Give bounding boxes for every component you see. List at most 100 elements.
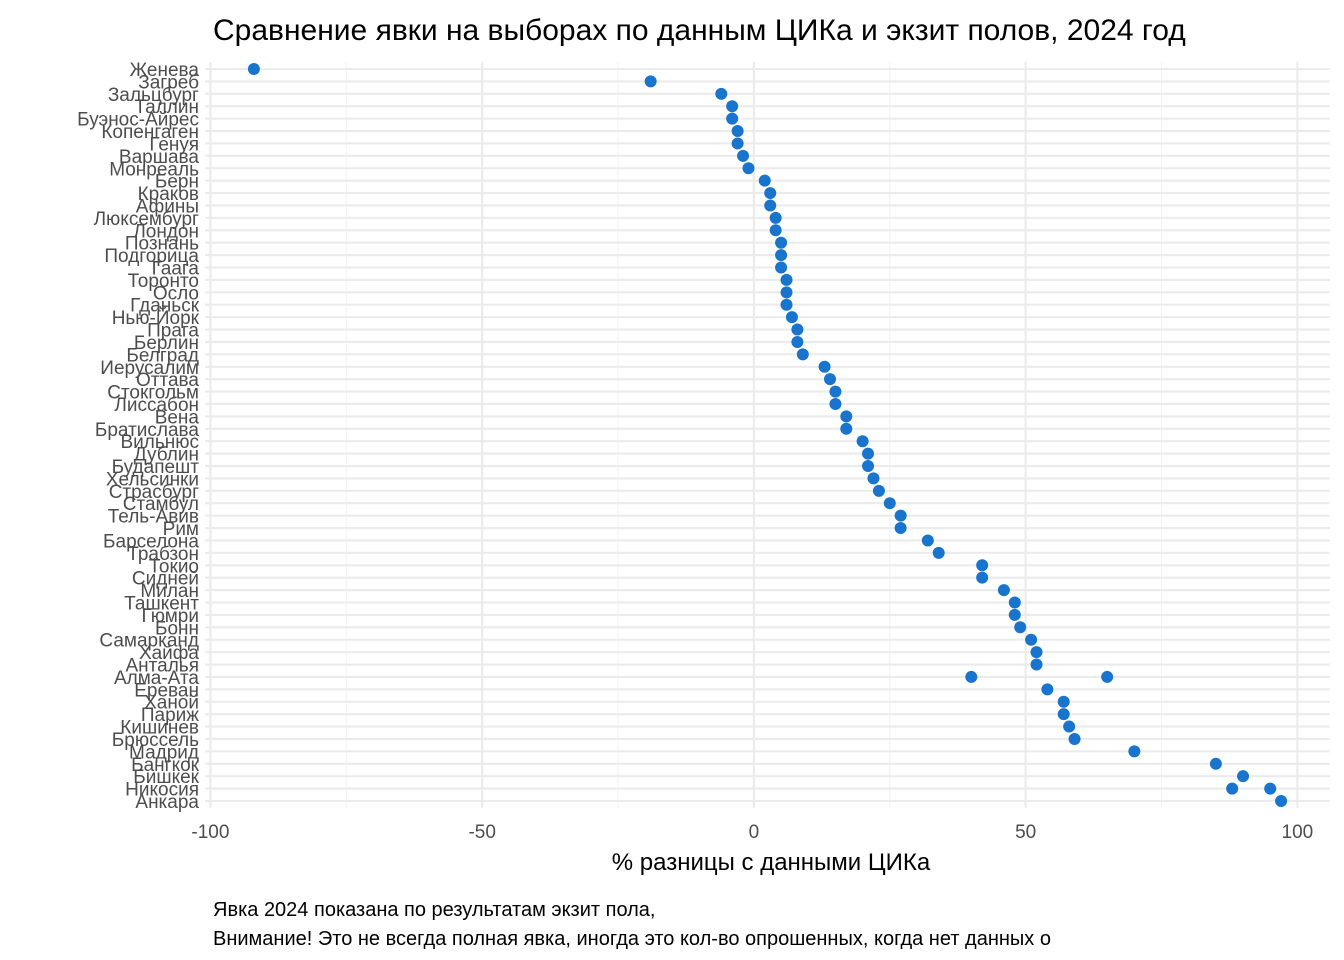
data-point bbox=[1226, 782, 1239, 795]
y-tick-label: Люксембург bbox=[94, 209, 199, 230]
y-tick-label: Самарканд bbox=[99, 631, 199, 652]
y-tick-label: Париж bbox=[141, 705, 199, 726]
data-point bbox=[780, 298, 793, 311]
caption-line-1: Явка 2024 показана по результатам экзит … bbox=[213, 899, 655, 921]
y-tick-label: Гаага bbox=[152, 259, 200, 280]
y-tick-label: Генуя bbox=[149, 134, 199, 155]
y-tick-label: Бонн bbox=[155, 618, 199, 639]
data-point bbox=[769, 224, 782, 237]
data-point bbox=[796, 348, 809, 361]
y-tick-label: Нью-Йорк bbox=[112, 307, 200, 329]
y-tick-label: Трабзон bbox=[127, 544, 199, 565]
x-tick-label: 50 bbox=[1015, 822, 1036, 843]
y-tick-label: Загреб bbox=[138, 72, 199, 93]
data-point bbox=[715, 87, 728, 100]
y-tick-label: Хайфа bbox=[139, 643, 199, 664]
data-point bbox=[247, 63, 260, 75]
y-tick-label: Вена bbox=[155, 407, 200, 428]
y-tick-label: Зальцбург bbox=[108, 85, 199, 106]
data-point bbox=[1063, 720, 1076, 733]
y-tick-label: Таллин bbox=[134, 97, 199, 118]
y-tick-label: Буэнос-Айрес bbox=[77, 110, 199, 131]
y-tick-label: Мадрид bbox=[129, 742, 199, 763]
y-tick-label: Осло bbox=[153, 283, 199, 304]
y-tick-label: Бишкек bbox=[133, 767, 199, 788]
y-tick-label: Оттава bbox=[136, 370, 199, 391]
x-tick-label: 100 bbox=[1282, 822, 1314, 843]
data-point bbox=[780, 286, 793, 299]
x-tick-label: 0 bbox=[749, 822, 760, 843]
x-tick-label: -50 bbox=[468, 822, 495, 843]
y-tick-label: Брюссель bbox=[112, 730, 199, 751]
data-point bbox=[742, 162, 755, 175]
y-tick-label: Дублин bbox=[134, 445, 199, 466]
data-point bbox=[1014, 621, 1027, 634]
y-tick-label: Анкара bbox=[135, 792, 199, 813]
data-point bbox=[965, 670, 978, 683]
data-point bbox=[976, 559, 989, 572]
y-tick-label: Варшава bbox=[119, 147, 199, 168]
data-point bbox=[775, 261, 788, 274]
y-tick-label: Гданьск bbox=[130, 296, 200, 317]
data-point bbox=[1264, 782, 1277, 795]
data-point bbox=[862, 447, 875, 460]
y-tick-label: Лиссабон bbox=[114, 395, 199, 416]
y-tick-label: Ташкент bbox=[124, 593, 199, 614]
data-point bbox=[791, 335, 804, 348]
y-tick-label: Сидней bbox=[132, 569, 199, 590]
x-tick-labels: -100 -50 0 50 100 bbox=[191, 822, 1313, 843]
data-point bbox=[894, 522, 907, 535]
data-point bbox=[818, 360, 831, 373]
y-tick-label: Ханой bbox=[144, 693, 199, 714]
y-tick-label: Копенгаген bbox=[101, 122, 199, 143]
data-point bbox=[1209, 757, 1222, 770]
y-tick-label: Братислава bbox=[95, 420, 200, 441]
y-tick-label: Афины bbox=[136, 196, 199, 217]
data-point bbox=[1008, 608, 1021, 621]
data-point bbox=[764, 187, 777, 200]
data-point bbox=[840, 410, 853, 423]
y-tick-label: Ереван bbox=[134, 680, 199, 701]
data-point bbox=[1041, 683, 1054, 696]
data-point bbox=[731, 125, 744, 138]
y-tick-label: Познань bbox=[125, 234, 199, 255]
y-tick-label: Барселона bbox=[103, 531, 199, 552]
y-tick-label: Анталья bbox=[126, 656, 200, 677]
y-tick-label: Лондон bbox=[133, 221, 199, 242]
data-points bbox=[247, 63, 1288, 807]
y-tick-label: Бангкок bbox=[131, 755, 200, 776]
data-point bbox=[872, 484, 885, 497]
y-tick-label: Никосия bbox=[125, 780, 199, 801]
data-point bbox=[785, 311, 798, 324]
data-point bbox=[894, 509, 907, 522]
y-tick-label: Берлин bbox=[134, 333, 199, 354]
data-point bbox=[921, 534, 934, 547]
data-point bbox=[867, 472, 880, 485]
data-point bbox=[1057, 708, 1070, 721]
data-point bbox=[780, 273, 793, 286]
data-point bbox=[856, 435, 869, 448]
data-point bbox=[737, 149, 750, 162]
y-tick-label: Тель-Авив bbox=[108, 507, 199, 528]
y-tick-label: Будапешт bbox=[112, 457, 200, 478]
y-tick-label: Хельсинки bbox=[106, 469, 199, 490]
y-tick-label: Гюмри bbox=[141, 606, 199, 627]
data-point bbox=[775, 236, 788, 249]
data-point bbox=[731, 137, 744, 150]
data-point bbox=[976, 571, 989, 584]
y-tick-labels: ЖеневаЗагребЗальцбургТаллинБуэнос-АйресК… bbox=[77, 60, 200, 813]
y-tick-label: Подгорица bbox=[104, 246, 199, 267]
y-tick-label: Белград bbox=[126, 345, 199, 366]
data-point bbox=[1128, 745, 1141, 758]
y-tick-label: Милан bbox=[140, 581, 199, 602]
data-point bbox=[1101, 670, 1114, 683]
data-point bbox=[1057, 695, 1070, 708]
data-point bbox=[932, 546, 945, 559]
y-tick-label: Кишинев bbox=[120, 718, 199, 739]
y-tick-label: Краков bbox=[138, 184, 199, 205]
data-point bbox=[1275, 795, 1288, 807]
data-point bbox=[840, 422, 853, 435]
data-point bbox=[791, 323, 804, 336]
data-point bbox=[1068, 732, 1081, 745]
